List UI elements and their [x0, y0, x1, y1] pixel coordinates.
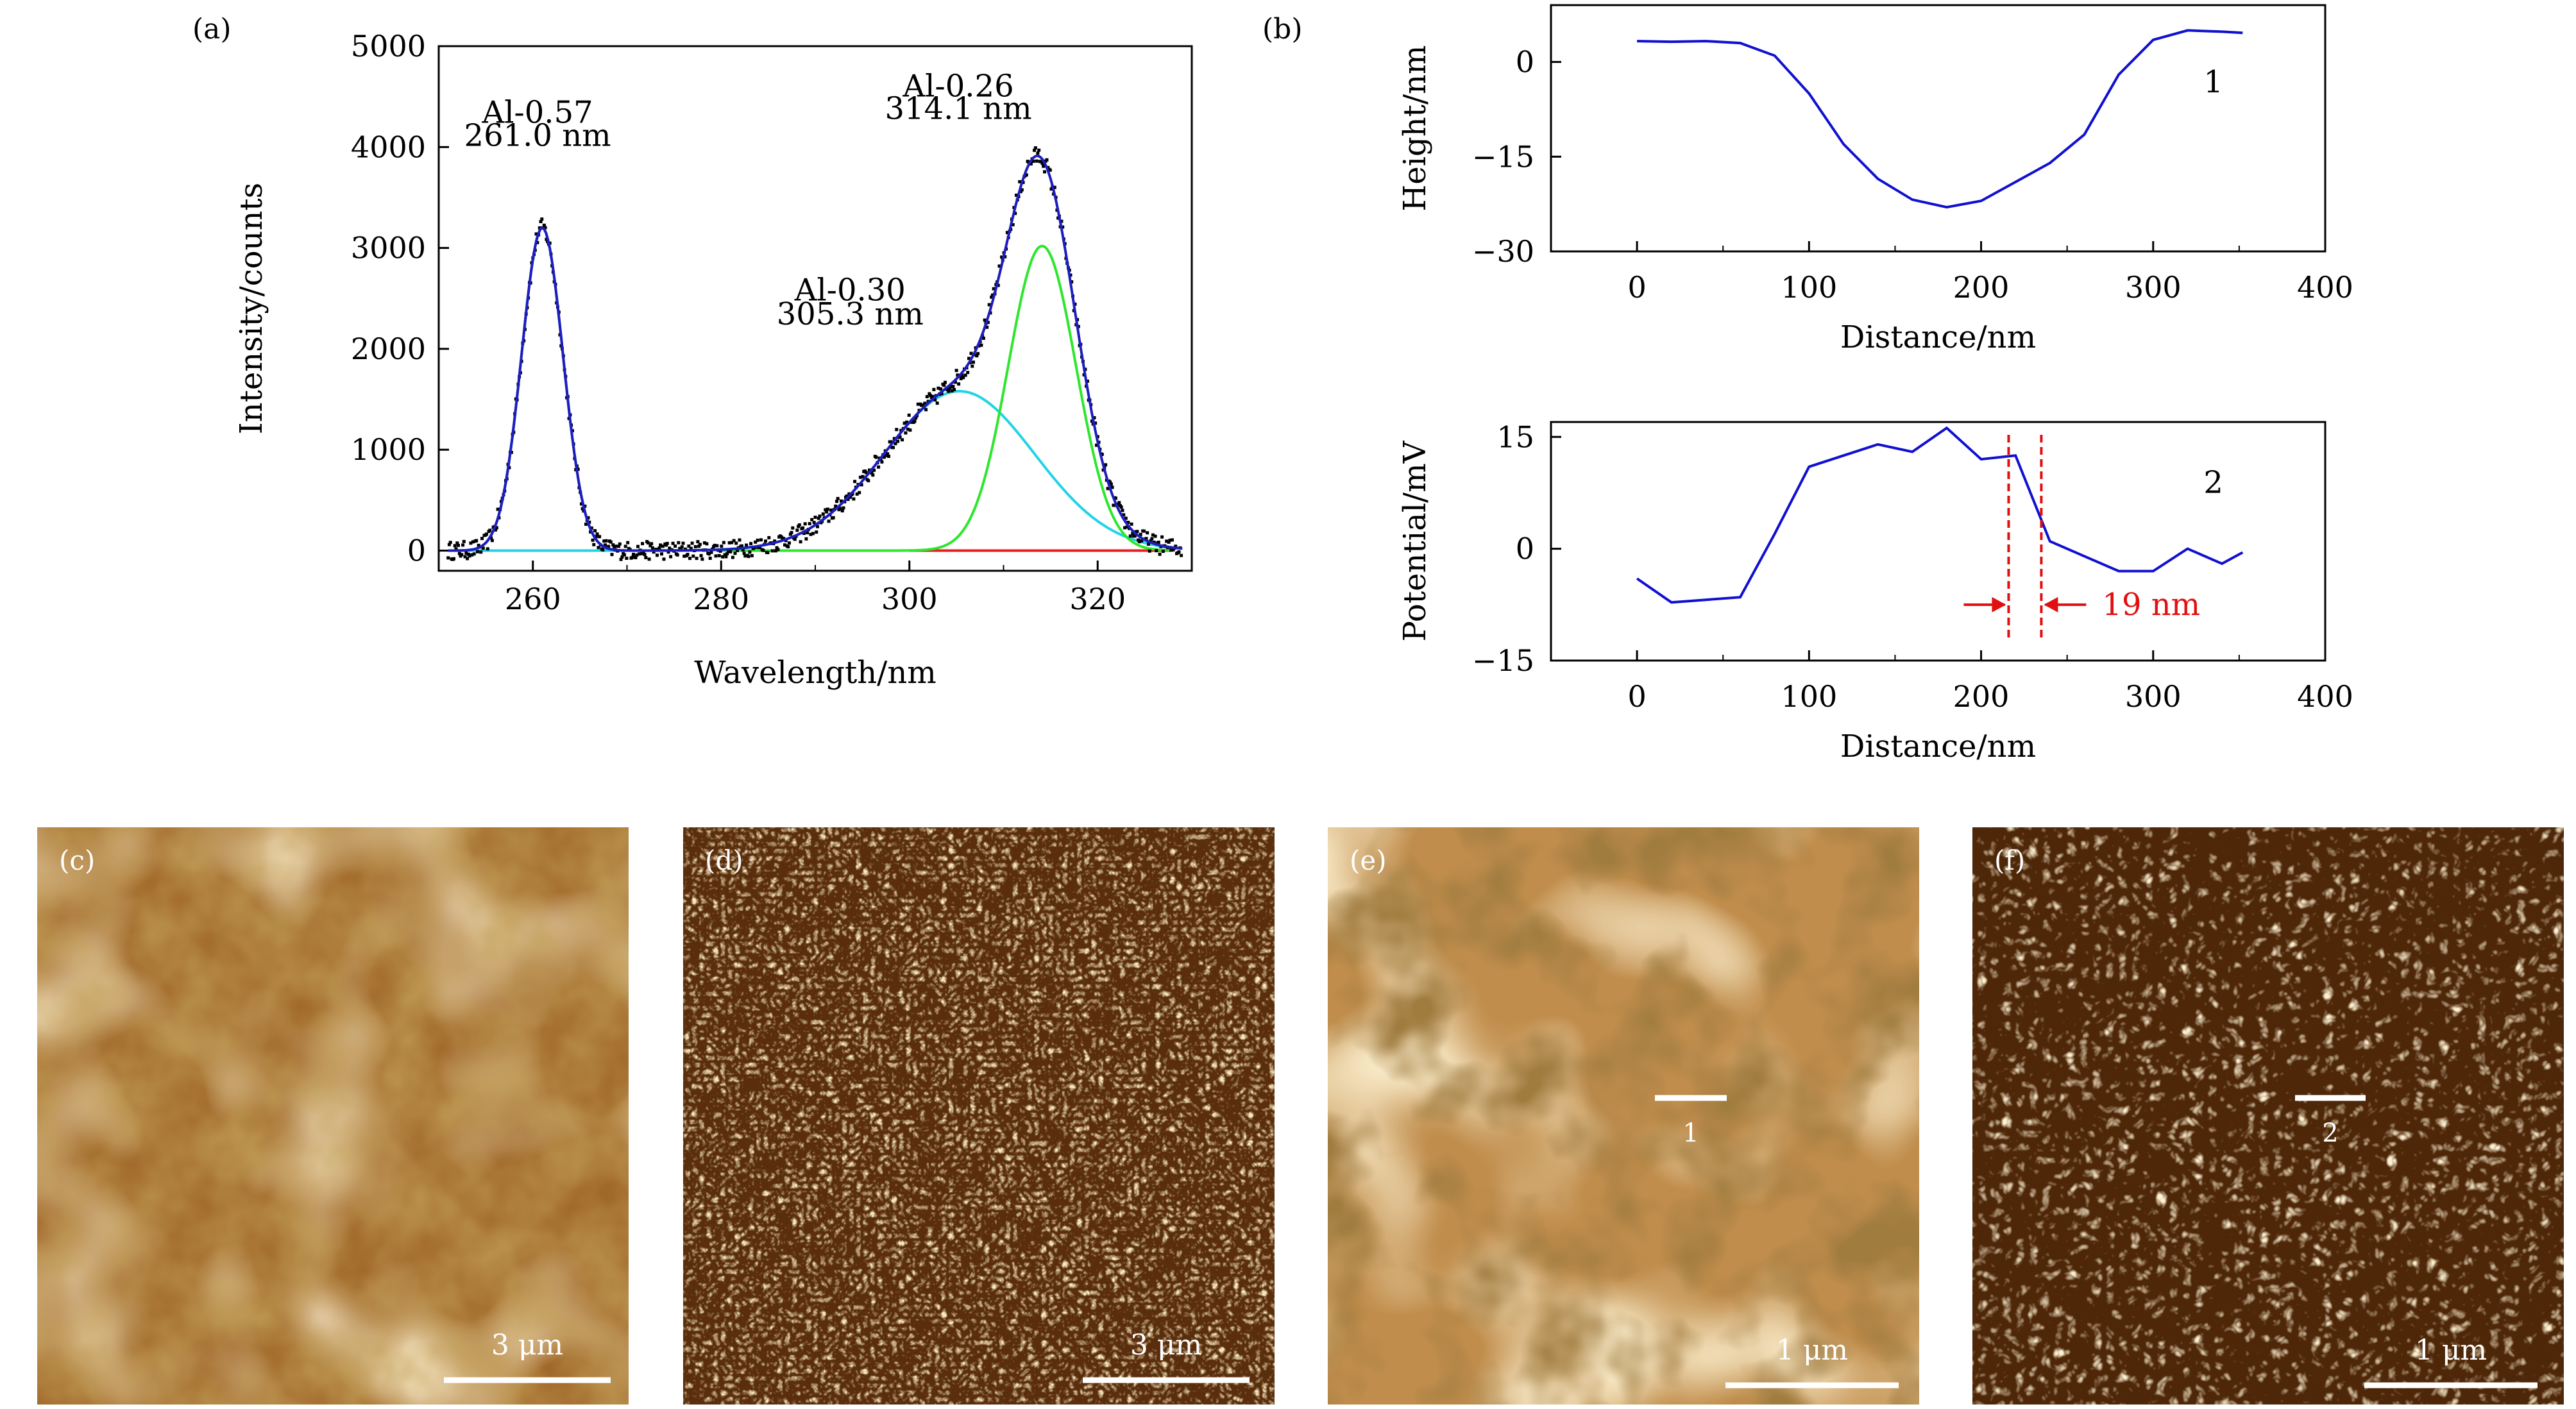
y-tick-label-a: 2000: [351, 332, 426, 366]
x-tick-label-b2: 300: [2125, 679, 2182, 714]
profile-number-2: 2: [2203, 464, 2223, 500]
x-tick-label-b2: 400: [2297, 679, 2353, 714]
afm-image-c: (c) 3 μm: [37, 827, 629, 1405]
chart-a: 260 280 300 320 0 1000 2000 3000 4000 5000 Wavelen…: [233, 29, 1193, 691]
peak-name-label: Al-0.57: [482, 95, 593, 131]
width-arrowhead-right: [2044, 596, 2058, 612]
x-tick-label-b1: 300: [2125, 270, 2182, 305]
y-tick-label-b1: 0: [1516, 45, 1534, 80]
image-c-label: (c): [59, 845, 95, 876]
y-tick-label-b2: 0: [1516, 532, 1534, 566]
image-f-label: (f): [1994, 845, 2025, 876]
y-tick-label-a: 5000: [351, 29, 426, 63]
peak-component-Al-0.26: [721, 244, 1173, 552]
scale-label-c: 3 μm: [491, 1329, 563, 1362]
y-tick-label-a: 0: [407, 534, 426, 568]
x-tick-label-b1: 0: [1627, 270, 1646, 305]
peak-center-label: 261.0 nm: [464, 118, 611, 154]
width-arrowhead-left: [1992, 596, 2006, 612]
image-e-label: (e): [1350, 845, 1387, 876]
cumulative-fit-line: [448, 154, 1183, 552]
scale-label-e: 1 μm: [1776, 1334, 1848, 1367]
peak-component-Al-0.30: [457, 390, 1173, 552]
scale-label-f: 1 μm: [2415, 1334, 2487, 1367]
width-annotation-label: 19 nm: [2102, 587, 2200, 623]
x-tick-label-a: 280: [693, 582, 749, 616]
x-tick-label-b2: 100: [1781, 679, 1837, 714]
peak-name-label: Al-0.30: [794, 272, 906, 308]
x-axis-title-a: Wavelength/nm: [694, 655, 936, 691]
x-tick-label-b2: 200: [1953, 679, 2010, 714]
y-tick-label-b2: 15: [1496, 419, 1534, 454]
scale-label-d: 3 μm: [1130, 1329, 1202, 1362]
y-tick-label-b2: −15: [1472, 643, 1534, 678]
panel-b-label: (b): [1262, 13, 1303, 46]
afm-image-d: (d) 3 μm: [683, 827, 1275, 1405]
y-tick-label-a: 3000: [351, 231, 426, 266]
x-axis-title-b2: Distance/nm: [1840, 729, 2036, 764]
image-d-label: (d): [705, 845, 743, 876]
chart-b-height: 0 100 200 300 400 0 −15 −30 Distance/nm Height/nm…: [1397, 4, 2353, 355]
x-tick-label-b1: 200: [1953, 270, 2010, 305]
peak-center-label: 314.1 nm: [885, 90, 1032, 126]
profile-line-2: [1636, 426, 2244, 604]
y-tick-label-b1: −30: [1472, 234, 1534, 269]
marker-2-label: 2: [2322, 1118, 2338, 1148]
x-tick-label-a: 320: [1069, 582, 1126, 616]
afm-image-f: (f) 2 1 μm: [1972, 827, 2564, 1405]
y-tick-label-a: 1000: [351, 432, 426, 467]
plot-frame-b2: [1550, 421, 2326, 662]
profile-number-1: 1: [2203, 64, 2223, 100]
y-axis-title-a: Intensity/counts: [233, 183, 269, 435]
chart-b-potential: 0 100 200 300 400 15 0 −15 Distance/nm Potential/…: [1397, 419, 2353, 764]
x-tick-label-b2: 0: [1627, 679, 1646, 714]
peak-component-Al-0.57: [457, 226, 665, 552]
x-tick-label-a: 300: [881, 582, 938, 616]
marker-1-label: 1: [1682, 1118, 1699, 1148]
y-tick-label-a: 4000: [351, 130, 426, 164]
afm-image-e: (e) 1 1 μm: [1328, 827, 1919, 1405]
x-axis-title-b1: Distance/nm: [1840, 319, 2036, 355]
y-axis-title-b1: Height/nm: [1397, 45, 1433, 211]
peak-name-label: Al-0.26: [902, 69, 1014, 105]
panel-a-label: (a): [192, 13, 232, 46]
profile-line-1: [1637, 29, 2243, 209]
x-tick-label-b1: 100: [1781, 270, 1837, 305]
x-tick-label-a: 260: [505, 582, 561, 616]
x-tick-label-b1: 400: [2297, 270, 2353, 305]
y-axis-title-b2: Potential/mV: [1397, 440, 1433, 641]
peak-center-label: 305.3 nm: [777, 296, 924, 332]
y-tick-label-b1: −15: [1472, 139, 1534, 174]
plot-frame-b1: [1550, 4, 2326, 253]
